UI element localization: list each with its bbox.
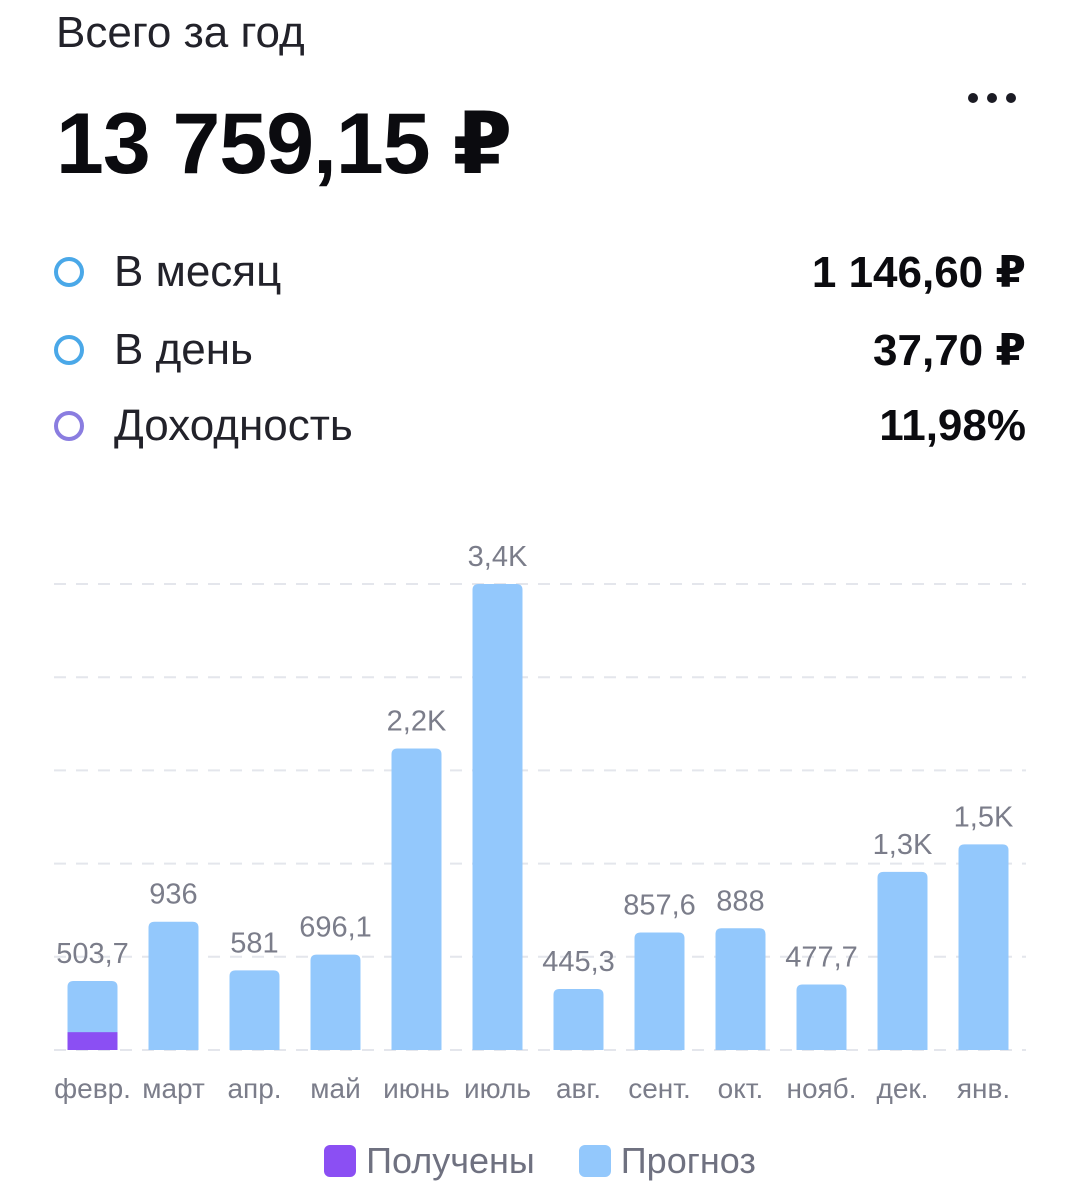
bar-value-label: 503,7	[56, 938, 129, 970]
stat-row-monthly: В месяц 1 146,60 ₽	[54, 242, 1026, 302]
x-tick-label: февр.	[54, 1073, 131, 1104]
x-tick-label: июль	[464, 1073, 531, 1104]
bar-value-label: 857,6	[623, 889, 696, 921]
legend-label: Прогноз	[620, 1140, 756, 1181]
x-tick-label: авг.	[556, 1073, 601, 1104]
x-tick-label: июнь	[383, 1073, 450, 1104]
x-tick-label: окт.	[718, 1073, 764, 1104]
x-tick-label: апр.	[227, 1073, 281, 1104]
legend-item-forecast[interactable]: Прогноз	[578, 1140, 756, 1182]
bar-forecast	[472, 584, 523, 1050]
bar-value-label: 1,3K	[873, 829, 933, 861]
more-options-button[interactable]	[954, 80, 1030, 116]
stat-value: 11,98%	[879, 401, 1026, 450]
bar-value-label: 936	[149, 879, 197, 911]
stat-label: Доходность	[114, 401, 353, 450]
x-tick-label: сент.	[628, 1073, 691, 1104]
legend-swatch	[578, 1145, 611, 1177]
chart-legend: Получены Прогноз	[0, 1136, 1080, 1186]
circle-icon	[54, 335, 84, 365]
dot-icon	[968, 93, 978, 103]
x-tick-label: март	[142, 1073, 205, 1104]
dot-icon	[987, 93, 997, 103]
dividends-bar-chart: 503,7 февр. 936 март 581 апр. 696,1 май 2,2K июнь…	[54, 541, 1026, 1104]
x-tick-label: май	[310, 1073, 360, 1104]
legend-item-received[interactable]: Получены	[324, 1140, 535, 1182]
bar-forecast	[310, 954, 361, 1050]
bar-value-label: 477,7	[785, 942, 858, 974]
legend-label: Получены	[366, 1140, 535, 1181]
stat-label: В день	[114, 325, 253, 374]
stat-row-daily: В день 37,70 ₽	[54, 320, 1026, 380]
x-tick-label: нояб.	[786, 1073, 856, 1104]
legend-swatch	[324, 1145, 357, 1177]
stat-row-yield: Доходность 11,98%	[54, 396, 1026, 456]
bar-forecast	[391, 748, 442, 1050]
bar-forecast	[634, 932, 685, 1050]
total-amount: 13 759,15 ₽	[56, 96, 512, 192]
dot-icon	[1006, 93, 1016, 103]
bar-forecast	[148, 921, 199, 1050]
bar-value-label: 1,5K	[954, 801, 1014, 833]
bar-forecast	[715, 928, 766, 1050]
x-tick-label: дек.	[877, 1073, 929, 1104]
bar-value-label: 696,1	[299, 912, 372, 944]
bar-forecast	[958, 844, 1009, 1050]
bar-forecast	[877, 871, 928, 1050]
period-label: Всего за год	[56, 8, 305, 57]
circle-icon	[54, 411, 84, 441]
bar-value-label: 445,3	[542, 946, 615, 978]
stat-label: В месяц	[114, 247, 282, 296]
x-tick-label: янв.	[957, 1073, 1010, 1104]
bar-value-label: 888	[716, 885, 764, 917]
bar-forecast	[796, 984, 847, 1050]
bar-value-label: 3,4K	[468, 541, 528, 573]
stat-value: 1 146,60 ₽	[811, 247, 1026, 297]
bar-forecast	[229, 970, 280, 1050]
bar-received	[67, 1032, 118, 1050]
circle-icon	[54, 257, 84, 287]
bar-value-label: 581	[230, 927, 278, 959]
bar-value-label: 2,2K	[387, 705, 447, 737]
bar-forecast	[553, 988, 604, 1050]
stat-value: 37,70 ₽	[873, 325, 1026, 375]
